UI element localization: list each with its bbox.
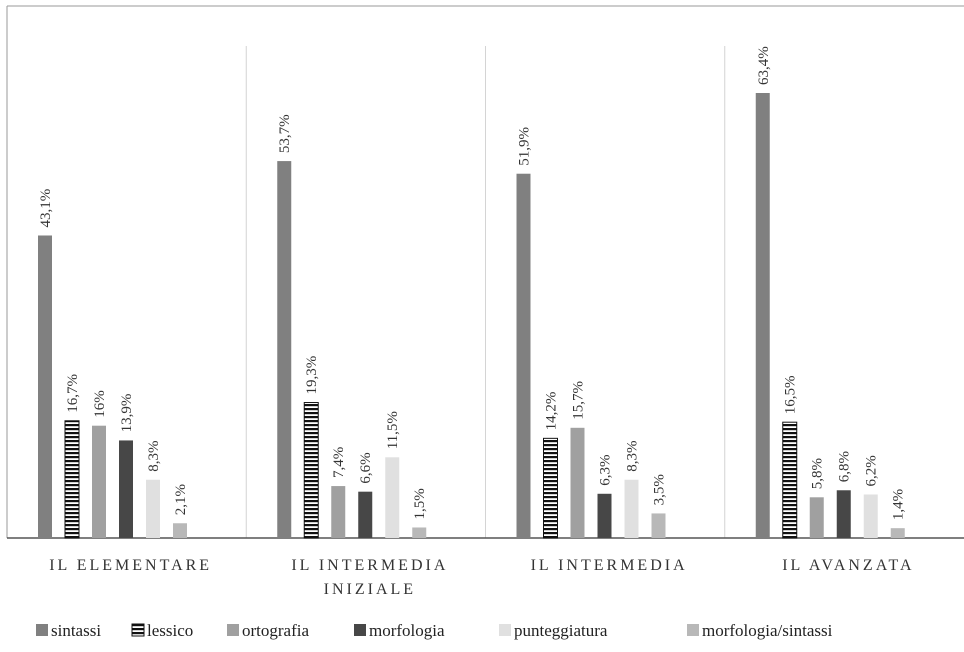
- data-label-morfologia-sintassi-4: 1,4%: [891, 489, 907, 520]
- data-label-morfologia-4: 6,8%: [837, 451, 853, 482]
- data-label-lessico-2: 19,3%: [304, 356, 320, 395]
- bar-ortografia-2: [331, 486, 345, 538]
- data-label-ortografia-4: 5,8%: [810, 458, 826, 489]
- legend-swatch-punteggiatura: [499, 624, 511, 636]
- category-label-4: IL AVANZATA: [782, 557, 914, 574]
- bar-morfologia-4: [837, 490, 851, 538]
- bar-sintassi-3: [517, 174, 531, 538]
- data-label-punteggiatura-1: 8,3%: [146, 440, 162, 471]
- bar-lessico-3: [544, 438, 558, 538]
- data-label-punteggiatura-4: 6,2%: [864, 455, 880, 486]
- bar-punteggiatura-2: [385, 457, 399, 538]
- legend-swatch-lessico: [132, 624, 144, 636]
- data-label-morfologia-sintassi-3: 3,5%: [652, 474, 668, 505]
- bar-sintassi-1: [38, 235, 52, 538]
- legend-label-lessico: lessico: [147, 621, 193, 640]
- category-label-2: IL INTERMEDIA: [291, 557, 448, 574]
- data-label-ortografia-2: 7,4%: [331, 447, 347, 478]
- legend-swatch-sintassi: [36, 624, 48, 636]
- data-label-lessico-3: 14,2%: [544, 392, 560, 431]
- data-label-lessico-1: 16,7%: [65, 374, 81, 413]
- bar-ortografia-3: [571, 428, 585, 538]
- data-label-morfologia-sintassi-2: 1,5%: [412, 488, 428, 519]
- bar-labels-group: 43,1% 16,7% 16% 13,9% 8,3% 2,1% 53,7% 19,3% 7,4%…: [38, 46, 907, 520]
- legend-swatch-ortografia: [227, 624, 239, 636]
- data-label-sintassi-3: 51,9%: [517, 127, 533, 166]
- legend-label-morfologia-sintassi: morfologia/sintassi: [702, 621, 833, 640]
- data-label-morfologia-3: 6,3%: [598, 455, 614, 486]
- legend-label-sintassi: sintassi: [51, 621, 101, 640]
- bar-punteggiatura-4: [864, 494, 878, 538]
- bar-ortografia-4: [810, 497, 824, 538]
- category-label-1: IL ELEMENTARE: [49, 557, 212, 574]
- category-label-3: IL INTERMEDIA: [531, 557, 688, 574]
- data-label-ortografia-1: 16%: [92, 390, 108, 418]
- bars-group: [38, 93, 905, 538]
- data-label-morfologia-2: 6,6%: [358, 452, 374, 483]
- bar-sintassi-4: [756, 93, 770, 538]
- bar-morfologia-sintassi-3: [652, 513, 666, 538]
- bar-lessico-4: [783, 422, 797, 538]
- bar-punteggiatura-3: [625, 480, 639, 538]
- data-label-sintassi-4: 63,4%: [756, 46, 772, 85]
- legend-label-ortografia: ortografia: [242, 621, 309, 640]
- bar-morfologia-sintassi-1: [173, 523, 187, 538]
- legend: sintassi lessico ortografia morfologia punte…: [36, 621, 833, 640]
- legend-label-punteggiatura: punteggiatura: [514, 621, 608, 640]
- data-label-sintassi-1: 43,1%: [38, 189, 54, 228]
- legend-swatch-morfologia: [354, 624, 366, 636]
- category-label-2-line-2: INIZIALE: [324, 581, 416, 598]
- data-label-lessico-4: 16,5%: [783, 375, 799, 414]
- data-label-sintassi-2: 53,7%: [277, 114, 293, 153]
- legend-swatch-morfologia-sintassi: [687, 624, 699, 636]
- bar-lessico-2: [304, 403, 318, 538]
- bar-lessico-1: [65, 421, 79, 538]
- bar-morfologia-2: [358, 492, 372, 538]
- bar-morfologia-3: [598, 494, 612, 538]
- bar-sintassi-2: [277, 161, 291, 538]
- bar-morfologia-sintassi-4: [891, 528, 905, 538]
- bar-morfologia-sintassi-2: [412, 527, 426, 538]
- data-label-morfologia-1: 13,9%: [119, 394, 135, 433]
- data-label-ortografia-3: 15,7%: [571, 381, 587, 420]
- legend-label-morfologia: morfologia: [369, 621, 445, 640]
- bar-morfologia-1: [119, 440, 133, 538]
- bar-ortografia-1: [92, 426, 106, 538]
- category-labels-group: IL ELEMENTARE IL INTERMEDIA INIZIALE IL INT…: [49, 557, 914, 598]
- bar-punteggiatura-1: [146, 480, 160, 538]
- data-label-morfologia-sintassi-1: 2,1%: [173, 484, 189, 515]
- data-label-punteggiatura-3: 8,3%: [625, 440, 641, 471]
- data-label-punteggiatura-2: 11,5%: [385, 411, 401, 449]
